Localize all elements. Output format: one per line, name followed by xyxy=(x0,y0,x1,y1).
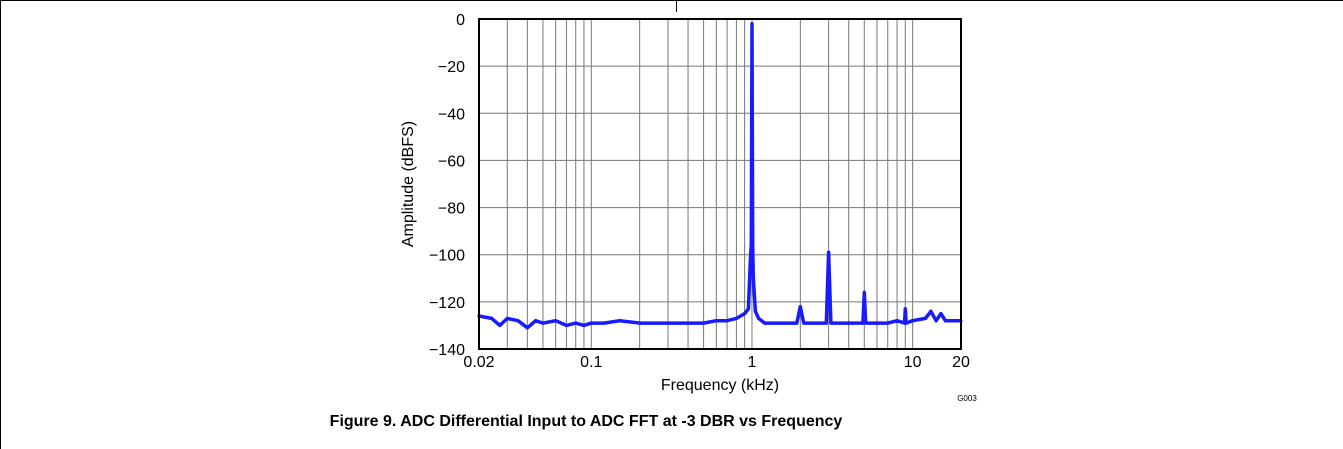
series-line xyxy=(478,21,961,330)
data-point xyxy=(505,316,509,320)
data-point xyxy=(778,321,782,325)
data-point xyxy=(751,276,755,280)
data-point xyxy=(875,321,879,325)
data-point xyxy=(498,323,502,328)
y-tick-label: −20 xyxy=(438,59,465,76)
data-point xyxy=(757,316,761,320)
data-point xyxy=(886,321,890,325)
data-point xyxy=(554,319,558,323)
data-point xyxy=(638,321,642,325)
data-point xyxy=(952,319,956,323)
data-point xyxy=(743,312,747,316)
page-top-rule xyxy=(0,0,1343,1)
y-tick-labels: 0 −20 −40 −60 −80 −100 −120 −140 xyxy=(429,12,465,359)
y-tick-label: −60 xyxy=(438,153,465,170)
data-point xyxy=(795,321,799,325)
data-point xyxy=(734,316,738,320)
data-point xyxy=(943,319,948,323)
data-point xyxy=(861,321,865,325)
x-tick-label: 0.02 xyxy=(463,354,494,371)
data-point xyxy=(525,326,529,330)
data-point xyxy=(847,321,851,325)
data-point xyxy=(824,321,828,325)
data-point xyxy=(827,250,831,254)
chart-grid xyxy=(479,19,961,349)
plot-frame xyxy=(478,18,962,350)
data-point xyxy=(934,319,938,323)
x-tick-label: 20 xyxy=(952,354,970,371)
data-point xyxy=(533,319,538,323)
data-point xyxy=(714,319,718,323)
data-point xyxy=(903,307,907,311)
data-point xyxy=(582,323,586,328)
data-point xyxy=(814,321,818,325)
data-point xyxy=(564,323,569,328)
data-point xyxy=(725,319,729,323)
data-point xyxy=(939,312,943,316)
page-left-rule xyxy=(0,0,1,449)
y-tick-label: −80 xyxy=(438,201,465,218)
y-tick-label: −140 xyxy=(429,342,465,359)
data-point xyxy=(748,253,753,257)
data-point xyxy=(798,304,802,309)
data-point xyxy=(862,290,866,295)
data-point xyxy=(666,321,670,325)
y-tick-label: −100 xyxy=(429,248,465,265)
y-axis-title: Amplitude (dBFS) xyxy=(400,121,417,247)
data-point xyxy=(895,319,899,323)
x-tick-label: 0.1 xyxy=(580,354,602,371)
data-point xyxy=(686,321,690,325)
y-tick-label: −40 xyxy=(438,106,465,123)
data-point xyxy=(911,319,915,323)
data-point xyxy=(864,321,868,325)
data-point xyxy=(753,309,757,313)
data-point xyxy=(904,321,908,325)
data-point xyxy=(802,321,806,325)
x-tick-label: 1 xyxy=(748,354,757,371)
data-point xyxy=(574,321,578,325)
x-axis-title: Frequency (kHz) xyxy=(661,377,779,394)
figure-code: G003 xyxy=(957,394,977,403)
data-point xyxy=(751,243,755,247)
y-tick-label: −120 xyxy=(429,295,465,312)
chart-series xyxy=(477,21,963,330)
data-point xyxy=(702,321,706,325)
data-point xyxy=(490,316,494,320)
figure-caption: Figure 9. ADC Differential Input to ADC … xyxy=(330,413,843,430)
data-point xyxy=(829,321,833,325)
data-point xyxy=(746,307,750,311)
data-point xyxy=(541,321,545,325)
data-point xyxy=(516,319,520,323)
data-point xyxy=(929,309,933,313)
data-point xyxy=(602,321,606,325)
y-tick-label: 0 xyxy=(456,12,465,29)
x-tick-label: 10 xyxy=(904,354,922,371)
data-point xyxy=(589,321,593,325)
data-point xyxy=(923,316,927,320)
data-point xyxy=(763,321,767,325)
data-point xyxy=(617,319,622,323)
data-point xyxy=(750,22,754,26)
x-tick-labels: 0.02 0.1 1 10 20 xyxy=(463,354,970,371)
column-divider-rule xyxy=(676,0,677,12)
